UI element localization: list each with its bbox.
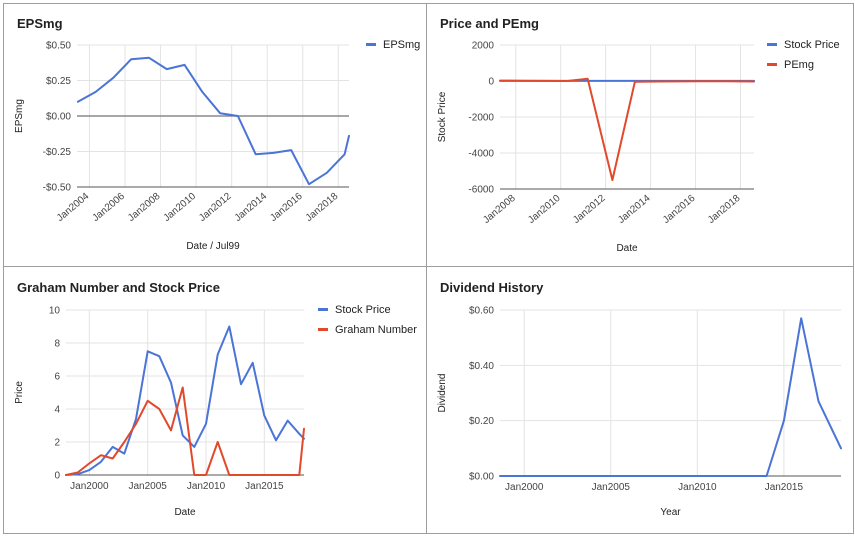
legend-label: Stock Price [784, 39, 840, 51]
x-tick-label: Jan2008 [126, 191, 163, 224]
chart-title: Price and PEmg [440, 16, 539, 31]
chart-svg: Graham Number and Stock Price 10 8 6 4 2 0 Jan2… [14, 280, 417, 518]
x-tick-label: Jan2006 [90, 191, 127, 224]
x-tick-label: Jan2015 [765, 482, 804, 493]
x-tick-label: Jan2016 [661, 193, 698, 226]
x-tick-label: Jan2015 [245, 481, 284, 492]
y-axis-label: Price [14, 381, 25, 404]
x-tick-label: Jan2012 [197, 191, 234, 224]
graham-chart-panel: Graham Number and Stock Price 10 8 6 4 2 0 Jan2… [3, 266, 427, 534]
x-tick-label: Jan2014 [233, 191, 270, 224]
y-tick-label: 4 [54, 405, 60, 416]
x-tick-label: Jan2000 [70, 481, 109, 492]
x-tick-label: Jan2018 [304, 191, 341, 224]
y-tick-label: $0.00 [469, 472, 494, 483]
series-line [76, 56, 350, 186]
x-tick-label: Jan2010 [162, 191, 199, 224]
y-tick-label: 0 [54, 471, 60, 482]
y-tick-label: -4000 [468, 149, 494, 160]
y-tick-label: $0.60 [469, 306, 494, 317]
y-tick-label: 0 [488, 77, 494, 88]
x-tick-label: Jan2004 [55, 191, 92, 224]
chart-title: Dividend History [440, 280, 544, 295]
y-tick-label: $0.20 [469, 416, 494, 427]
y-axis-label: Stock Price [437, 91, 448, 142]
x-axis-label: Date [616, 243, 638, 254]
legend-label: Graham Number [335, 324, 417, 336]
x-tick-label: Jan2012 [571, 193, 608, 226]
x-tick-label: Jan2010 [678, 482, 717, 493]
x-tick-label: Jan2005 [592, 482, 631, 493]
legend-swatch [366, 43, 376, 46]
x-tick-label: Jan2010 [187, 481, 226, 492]
y-tick-label: -$0.25 [43, 147, 72, 158]
legend-label: PEmg [784, 59, 814, 71]
y-tick-label: $0.40 [469, 361, 494, 372]
x-tick-label: Jan2008 [481, 193, 518, 226]
x-axis-label: Year [660, 507, 681, 518]
series-line [65, 386, 305, 476]
y-tick-label: $0.50 [46, 41, 71, 52]
series-line [65, 325, 305, 476]
legend-swatch [318, 328, 328, 331]
y-tick-label: 2 [54, 438, 60, 449]
legend-swatch [767, 63, 777, 66]
legend-label: EPSmg [383, 39, 420, 51]
y-tick-label: -6000 [468, 185, 494, 196]
chart-title: Graham Number and Stock Price [17, 280, 220, 295]
y-tick-label: 2000 [472, 41, 495, 52]
x-tick-label: Jan2005 [128, 481, 167, 492]
x-tick-label: Jan2016 [268, 191, 305, 224]
legend-swatch [318, 308, 328, 311]
y-tick-label: -2000 [468, 113, 494, 124]
dividend-chart-panel: Dividend History $0.60 $0.40 $0.20 $0.00 Jan2… [426, 266, 854, 534]
y-tick-label: $0.25 [46, 76, 71, 87]
series-line [499, 77, 755, 181]
x-axis-label: Date / Jul99 [186, 241, 240, 252]
y-tick-label: 8 [54, 339, 60, 350]
y-tick-label: -$0.50 [43, 183, 72, 194]
y-axis-label: EPSmg [14, 99, 25, 133]
chart-svg: Dividend History $0.60 $0.40 $0.20 $0.00 Jan2… [437, 280, 842, 518]
price-pe-chart-panel: Price and PEmg 2000 0 -2000 -4000 -6000 Jan200… [426, 3, 854, 267]
legend-label: Stock Price [335, 304, 391, 316]
x-tick-label: Jan2000 [505, 482, 544, 493]
x-tick-label: Jan2018 [706, 193, 743, 226]
x-tick-label: Jan2014 [616, 193, 653, 226]
y-tick-label: $0.00 [46, 112, 71, 123]
y-tick-label: 10 [49, 306, 61, 317]
chart-svg: Price and PEmg 2000 0 -2000 -4000 -6000Jan200… [437, 16, 840, 254]
x-axis-label: Date [174, 507, 196, 518]
series-line [499, 317, 842, 477]
y-axis-label: Dividend [437, 374, 448, 413]
y-tick-label: 6 [54, 372, 60, 383]
eps-chart-panel: EPSmg $0.50 $0.25 $0.00 -$0.25 -$0.50 Jan2004 J… [3, 3, 427, 267]
chart-title: EPSmg [17, 16, 63, 31]
x-tick-label: Jan2010 [526, 193, 563, 226]
legend-swatch [767, 43, 777, 46]
